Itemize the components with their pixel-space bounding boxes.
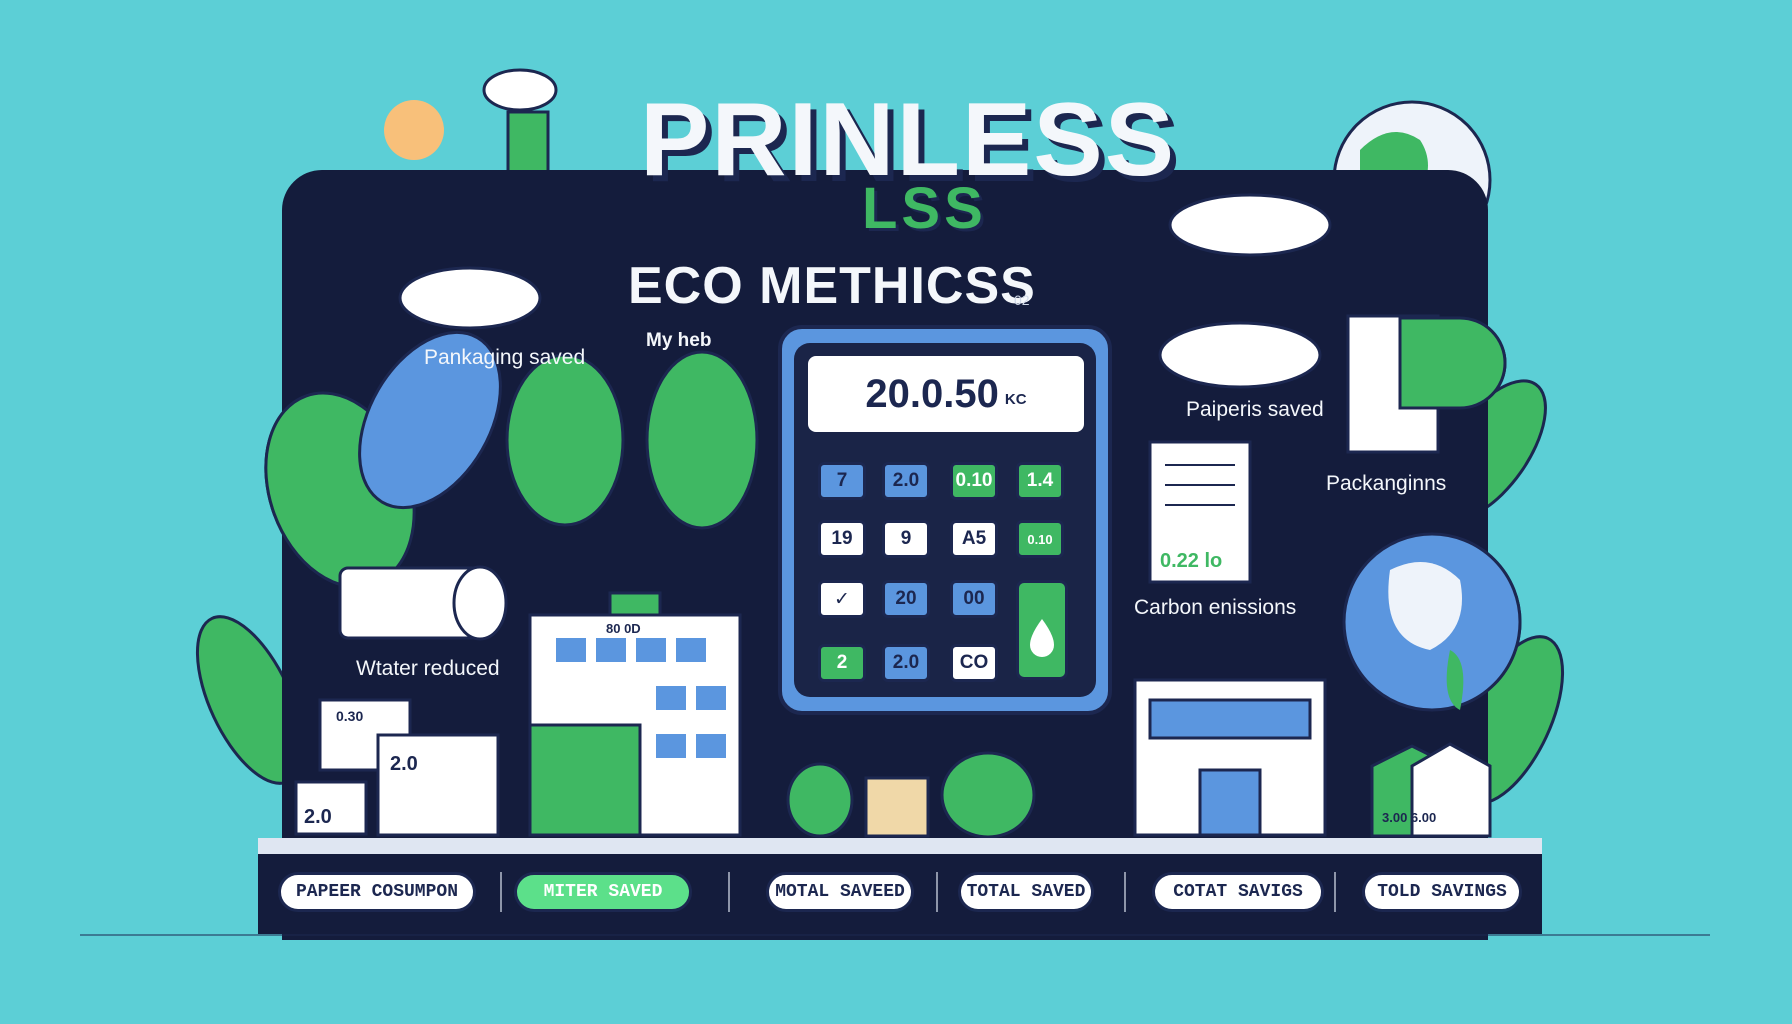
calc-key[interactable]: 00 (950, 580, 998, 618)
display-value: 20.0.50 (865, 371, 999, 416)
envelope-value-a: 0.30 (336, 708, 364, 724)
app-title: PRINLESS (640, 82, 1177, 198)
calc-key[interactable]: 0.10 (950, 462, 998, 500)
calc-check-key[interactable]: ✓ (818, 580, 866, 618)
calculator-display: 20.0.50 KC (808, 356, 1084, 432)
display-unit: KC (1004, 390, 1027, 408)
section-title: ECO METHICSS (628, 257, 1036, 315)
packagings-label: Packanginns (1326, 472, 1447, 495)
tab-total-savings-a[interactable]: COTAT SAVIGS (1152, 872, 1324, 912)
divider (500, 872, 502, 912)
document-value: 0.22 lo (1160, 550, 1223, 572)
water-drop-icon (1030, 619, 1054, 657)
calc-key[interactable]: A5 (950, 520, 998, 558)
calc-key[interactable]: 9 (882, 520, 930, 558)
calc-key[interactable]: 2.0 (882, 462, 930, 500)
packaging-saved-label: Pankaging saved (424, 346, 586, 369)
tab-paper-consumption[interactable]: PAPEER COSUMPON (278, 872, 476, 912)
carbon-emissions-label: Carbon enissions (1134, 596, 1297, 619)
envelope-value-c: 2.0 (304, 806, 332, 828)
calc-key[interactable]: CO (950, 644, 998, 682)
calc-key[interactable]: 2 (818, 644, 866, 682)
divider (728, 872, 730, 912)
tab-total-saved-b[interactable]: TOTAL SAVED (958, 872, 1094, 912)
section-tiny-label: 02 (1014, 292, 1030, 308)
calc-key[interactable]: 0.10 (1016, 520, 1064, 558)
tag-label: My heb (646, 330, 712, 351)
tab-total-savings-b[interactable]: TOLD SAVINGS (1362, 872, 1522, 912)
divider (1124, 872, 1126, 912)
papers-saved-label: Paiperis saved (1186, 398, 1324, 421)
ground-line (80, 934, 1710, 936)
sun-icon (384, 100, 444, 160)
calc-key[interactable]: 1.4 (1016, 462, 1064, 500)
water-drop-key[interactable] (1016, 580, 1068, 680)
calc-key[interactable]: 19 (818, 520, 866, 558)
tab-total-saved-a[interactable]: MOTAL SAVEED (766, 872, 914, 912)
house-sign: 3.00 6.00 (1382, 810, 1437, 825)
app-subtitle: LSS (862, 176, 987, 241)
calc-key[interactable]: 2.0 (882, 644, 930, 682)
water-reduced-label: Wtater reduced (356, 657, 500, 680)
envelope-value-b: 2.0 (390, 753, 418, 775)
divider (936, 872, 938, 912)
divider (1334, 872, 1336, 912)
calc-key[interactable]: 7 (818, 462, 866, 500)
calc-key[interactable]: 20 (882, 580, 930, 618)
tab-water-saved[interactable]: MITER SAVED (514, 872, 692, 912)
building-sign: 80 0D (606, 621, 641, 636)
